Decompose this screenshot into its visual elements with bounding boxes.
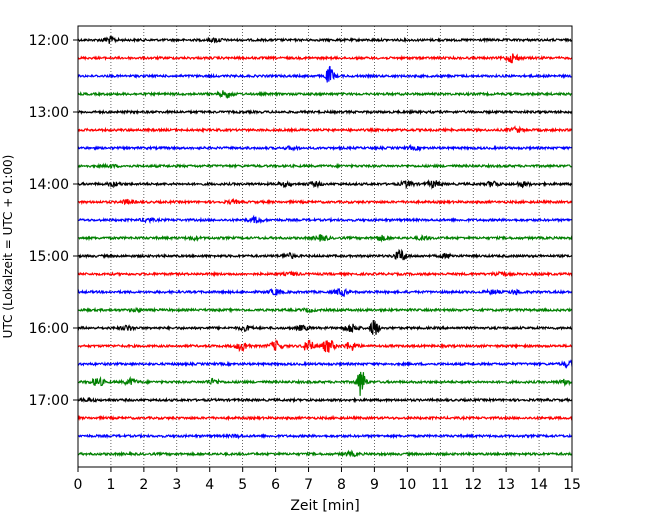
y-axis-label: UTC (Lokalzeit = UTC + 01:00)	[1, 155, 15, 339]
trace-line	[77, 179, 573, 190]
trace-line	[77, 359, 573, 369]
trace-line	[77, 35, 573, 44]
x-tick-label: 11	[431, 477, 449, 493]
x-tick-label: 1	[106, 477, 115, 493]
y-tick-label: 13:00	[29, 105, 69, 121]
trace-line	[77, 197, 573, 206]
trace-line	[77, 432, 573, 440]
y-axis: 12:00 13:00 14:00 15:00 16:00 17:00	[29, 33, 78, 409]
trace-line	[77, 125, 573, 134]
trace-line	[77, 270, 573, 278]
x-tick-label: 0	[74, 477, 83, 493]
trace-line	[77, 143, 573, 152]
x-tick-label: 15	[563, 477, 581, 493]
trace-line	[77, 306, 573, 314]
trace-line	[77, 449, 573, 458]
x-tick-label: 4	[205, 477, 214, 493]
y-tick-label: 16:00	[29, 321, 69, 337]
trace-line	[77, 162, 573, 170]
y-tick-label: 17:00	[29, 393, 69, 409]
trace-line	[77, 396, 573, 404]
trace-line	[77, 108, 573, 116]
x-tick-label: 8	[337, 477, 346, 493]
plot-frame	[77, 25, 573, 468]
trace-line	[77, 338, 573, 353]
traces	[77, 35, 573, 458]
x-axis-label: Zeit [min]	[290, 498, 359, 514]
x-tick-label: 7	[304, 477, 313, 493]
x-axis: 0 1 2 3 4 5 6 7 8 9 10 11 12 13 14 15	[74, 467, 581, 493]
trace-line	[77, 90, 573, 99]
trace-line	[77, 53, 573, 64]
y-tick-label: 14:00	[29, 177, 69, 193]
trace-line	[77, 234, 573, 243]
x-tick-label: 12	[464, 477, 482, 493]
x-tick-label: 14	[530, 477, 548, 493]
trace-line	[77, 287, 573, 298]
trace-line	[77, 414, 573, 422]
y-tick-label: 12:00	[29, 33, 69, 49]
trace-line	[77, 320, 573, 335]
y-tick-label: 15:00	[29, 249, 69, 265]
x-tick-label: 6	[271, 477, 280, 493]
trace-line	[77, 248, 573, 261]
x-tick-label: 5	[238, 477, 247, 493]
trace-line	[77, 214, 573, 225]
trace-line	[77, 371, 573, 396]
x-tick-label: 3	[172, 477, 181, 493]
x-tick-label: 13	[497, 477, 515, 493]
x-tick-label: 10	[398, 477, 416, 493]
trace-line	[77, 65, 573, 83]
x-tick-label: 9	[370, 477, 379, 493]
x-tick-label: 2	[139, 477, 148, 493]
